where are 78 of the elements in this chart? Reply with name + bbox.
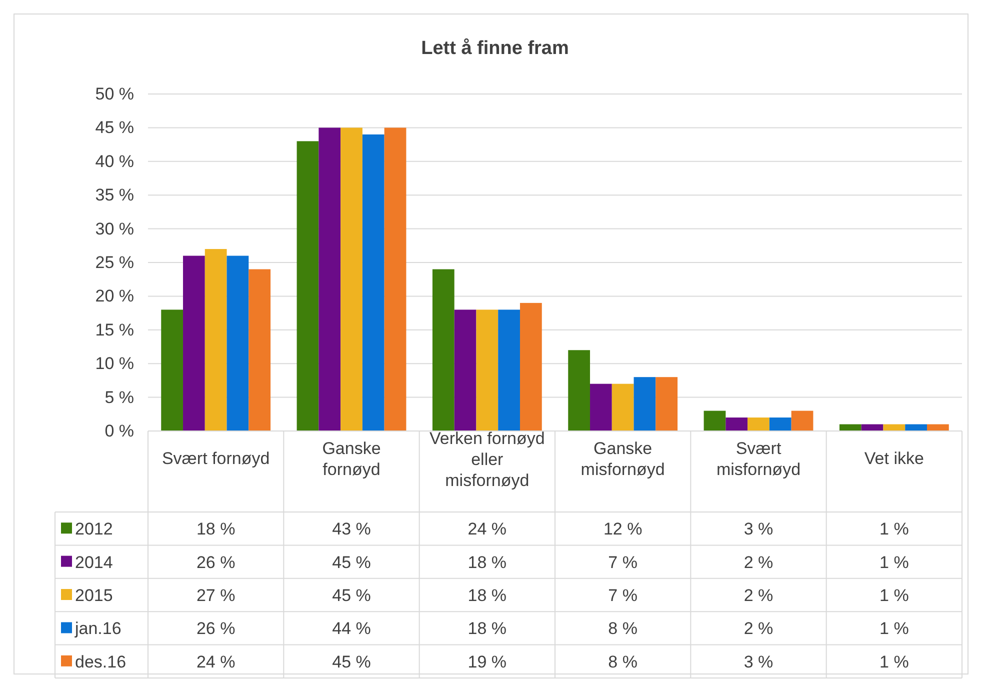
data-label: 7 % <box>608 552 638 572</box>
legend-label: 2012 <box>75 520 113 539</box>
bar <box>476 310 498 431</box>
bar <box>568 350 590 431</box>
bar <box>454 310 476 431</box>
bar <box>590 384 612 431</box>
y-tick-label: 30 % <box>95 219 134 238</box>
y-tick-label: 40 % <box>95 152 134 171</box>
data-label: 45 % <box>332 552 371 572</box>
bar <box>748 418 770 431</box>
y-tick-label: 0 % <box>104 421 134 440</box>
legend-label: 2015 <box>75 586 113 605</box>
x-tick-label: Svært misfornøyd <box>716 439 801 479</box>
data-label: 8 % <box>608 652 638 672</box>
y-tick-label: 50 % <box>95 84 134 104</box>
bar <box>248 269 271 431</box>
x-tick-label: Ganske misfornøyd <box>580 439 665 479</box>
data-label: 18 % <box>468 619 507 638</box>
bar <box>318 128 341 431</box>
data-label: 12 % <box>603 520 642 539</box>
x-tick-label: Vet ikke <box>864 449 924 468</box>
data-label: 24 % <box>468 520 507 539</box>
data-label: 44 % <box>332 619 371 638</box>
y-tick-label: 25 % <box>95 252 134 272</box>
bar <box>226 256 249 431</box>
data-label: 3 % <box>744 652 774 672</box>
y-tick-label: 10 % <box>95 354 134 374</box>
x-tick-label: Verken fornøyd eller misfornøyd <box>430 429 545 490</box>
y-tick-label: 35 % <box>95 186 134 205</box>
data-label: 26 % <box>196 552 236 572</box>
data-label: 2 % <box>744 552 774 572</box>
data-label: 24 % <box>196 652 236 672</box>
data-label: 26 % <box>196 619 236 638</box>
data-label: 1 % <box>880 652 909 672</box>
bar <box>634 377 656 431</box>
y-tick-label: 15 % <box>95 320 134 340</box>
bar <box>769 418 792 431</box>
data-label: 1 % <box>880 586 909 605</box>
y-tick-label: 5 % <box>104 388 134 407</box>
y-tick-label: 45 % <box>95 118 134 138</box>
data-label: 19 % <box>468 652 507 672</box>
bar <box>498 310 520 431</box>
data-label: 43 % <box>332 520 371 539</box>
legend-label: 2014 <box>75 552 113 572</box>
bar <box>656 377 678 431</box>
data-label: 18 % <box>468 552 507 572</box>
bar <box>384 128 406 431</box>
legend-label: des.16 <box>75 652 126 672</box>
data-label: 3 % <box>744 520 774 539</box>
data-label: 27 % <box>196 586 236 605</box>
data-label: 7 % <box>608 586 638 605</box>
data-label: 2 % <box>744 586 774 605</box>
bar <box>791 410 814 431</box>
bar <box>183 256 205 431</box>
data-label: 45 % <box>332 652 371 672</box>
data-label: 2 % <box>744 619 774 638</box>
bar <box>296 141 319 431</box>
bar <box>432 269 454 431</box>
data-label: 8 % <box>608 619 638 638</box>
bar <box>704 410 726 431</box>
bar <box>726 418 748 431</box>
data-label: 45 % <box>332 586 371 605</box>
bar <box>362 134 384 431</box>
bar <box>161 310 184 431</box>
data-label: 18 % <box>468 586 507 605</box>
chart-title: Lett å finne fram <box>421 38 569 59</box>
bar <box>204 249 227 431</box>
bar <box>612 384 634 431</box>
bar <box>520 302 542 431</box>
data-label: 1 % <box>880 552 909 572</box>
y-tick-label: 20 % <box>95 286 134 306</box>
bar <box>340 128 362 431</box>
legend-label: jan.16 <box>74 619 122 638</box>
data-label: 1 % <box>880 619 909 638</box>
x-tick-label: Ganske fornøyd <box>322 439 381 479</box>
x-tick-label: Svært fornøyd <box>162 449 270 468</box>
data-label: 18 % <box>196 520 236 539</box>
data-label: 1 % <box>880 520 909 539</box>
